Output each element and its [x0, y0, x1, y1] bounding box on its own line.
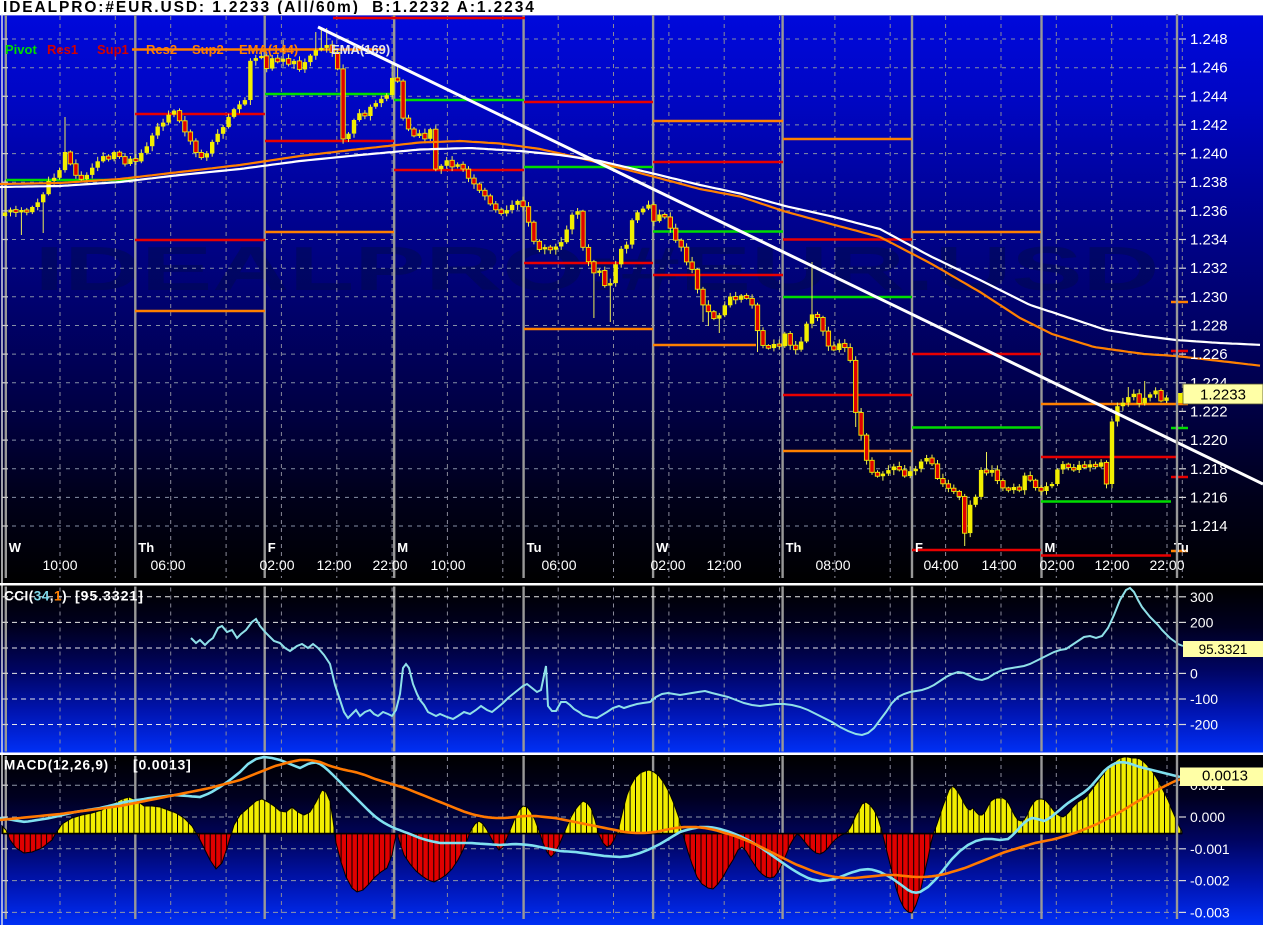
svg-text:Th: Th	[138, 540, 154, 555]
svg-text:1.238: 1.238	[1190, 174, 1228, 191]
svg-text:EMA(169): EMA(169)	[331, 42, 390, 57]
svg-text:0: 0	[1190, 665, 1198, 681]
svg-text:1.244: 1.244	[1190, 88, 1228, 105]
svg-text:22:00: 22:00	[372, 557, 407, 573]
svg-text:1.222: 1.222	[1190, 403, 1228, 420]
svg-text:08:00: 08:00	[815, 557, 850, 573]
svg-text:02:00: 02:00	[259, 557, 294, 573]
svg-text:02:00: 02:00	[1039, 557, 1074, 573]
svg-text:-200: -200	[1190, 717, 1218, 733]
svg-text:1.236: 1.236	[1190, 203, 1228, 220]
svg-text:-0.002: -0.002	[1190, 873, 1230, 889]
svg-text:1.218: 1.218	[1190, 461, 1228, 478]
svg-text:1.214: 1.214	[1190, 518, 1228, 535]
svg-text:12:00: 12:00	[316, 557, 351, 573]
svg-text:IDEALPRO:#EUR.USD: IDEALPRO:#EUR.USD	[35, 235, 1160, 304]
svg-text:-0.003: -0.003	[1190, 904, 1230, 920]
svg-text:Res2: Res2	[146, 42, 177, 57]
svg-text:12:00: 12:00	[706, 557, 741, 573]
svg-text:1.228: 1.228	[1190, 318, 1228, 335]
svg-text:1.240: 1.240	[1190, 146, 1228, 163]
svg-text:10:00: 10:00	[42, 557, 77, 573]
svg-text:0.0013: 0.0013	[1202, 768, 1248, 785]
svg-text:95.3321: 95.3321	[1199, 642, 1248, 657]
svg-text:1.246: 1.246	[1190, 60, 1228, 77]
svg-text:W: W	[656, 540, 669, 555]
svg-text:04:00: 04:00	[923, 557, 958, 573]
svg-text:1.234: 1.234	[1190, 232, 1228, 249]
svg-text:1.2233: 1.2233	[1200, 387, 1246, 404]
svg-text:[0.0013]: [0.0013]	[133, 757, 192, 773]
svg-text:14:00: 14:00	[981, 557, 1016, 573]
svg-text:MACD(12,26,9): MACD(12,26,9)	[4, 758, 109, 773]
svg-text:1.248: 1.248	[1190, 31, 1228, 48]
svg-text:1.242: 1.242	[1190, 117, 1228, 134]
svg-text:1.216: 1.216	[1190, 489, 1228, 506]
svg-text:10:00: 10:00	[430, 557, 465, 573]
svg-text:M: M	[1045, 540, 1056, 555]
svg-text:Tu: Tu	[527, 540, 542, 555]
svg-text:12:00: 12:00	[1094, 557, 1129, 573]
svg-text:Sup1: Sup1	[97, 42, 129, 57]
svg-text:Res1: Res1	[47, 42, 78, 57]
svg-text:Pivot: Pivot	[5, 42, 37, 57]
svg-text:EMA(144): EMA(144)	[239, 42, 298, 57]
svg-text:1.230: 1.230	[1190, 289, 1228, 306]
svg-text:[95.3321]: [95.3321]	[75, 588, 144, 604]
svg-text:-100: -100	[1190, 691, 1218, 707]
svg-text:CCI(34,1): CCI(34,1)	[4, 589, 67, 604]
svg-text:22:00: 22:00	[1149, 557, 1184, 573]
svg-text:02:00: 02:00	[650, 557, 685, 573]
svg-text:200: 200	[1190, 614, 1214, 630]
svg-text:-0.001: -0.001	[1190, 841, 1230, 857]
svg-text:F: F	[268, 540, 276, 555]
svg-text:1.226: 1.226	[1190, 346, 1228, 363]
svg-text:IDEALPRO:#EUR.USD: 1.2233 (All: IDEALPRO:#EUR.USD: 1.2233 (All/60m) B:1.…	[3, 0, 536, 16]
svg-text:Sup2: Sup2	[192, 42, 224, 57]
svg-text:06:00: 06:00	[541, 557, 576, 573]
svg-text:M: M	[397, 540, 408, 555]
svg-text:Th: Th	[786, 540, 802, 555]
svg-text:1.232: 1.232	[1190, 260, 1228, 277]
svg-text:W: W	[9, 540, 22, 555]
svg-text:300: 300	[1190, 589, 1214, 605]
svg-text:0.000: 0.000	[1190, 809, 1225, 825]
svg-text:1.220: 1.220	[1190, 432, 1228, 449]
svg-text:06:00: 06:00	[150, 557, 185, 573]
svg-text:F: F	[915, 540, 923, 555]
